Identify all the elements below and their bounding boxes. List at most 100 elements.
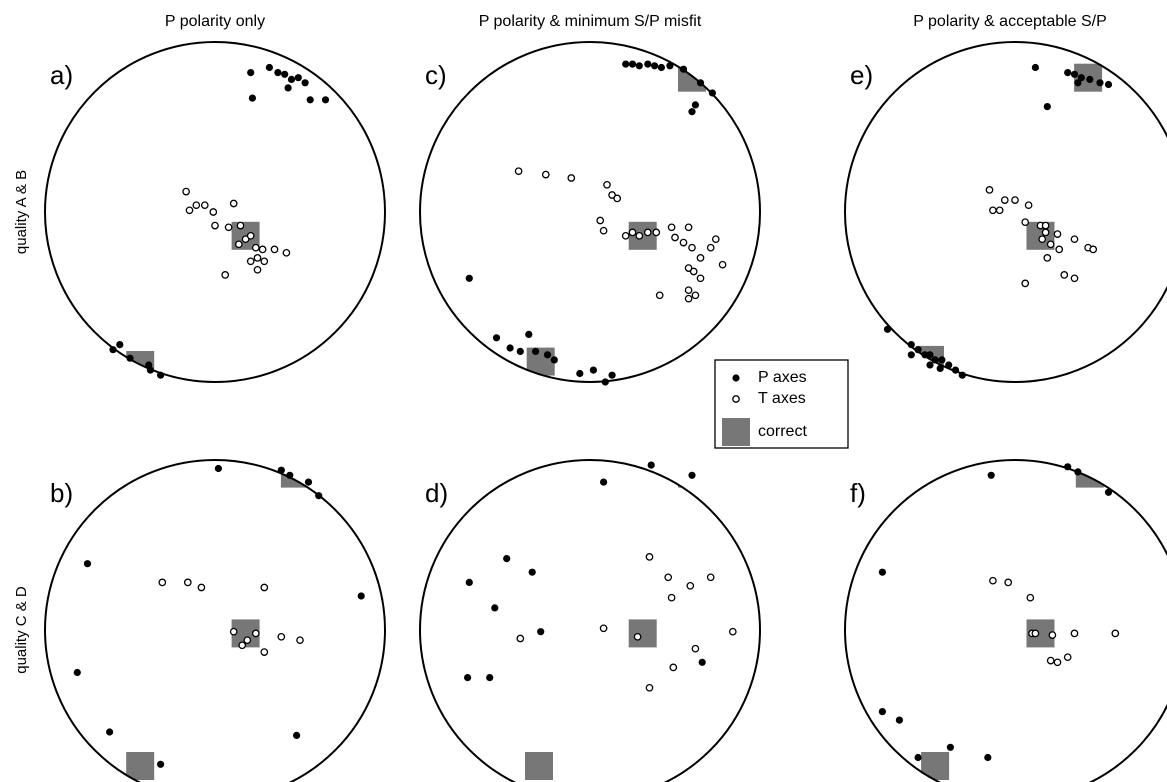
- p-axis-point: [357, 592, 365, 600]
- t-axis-point: [608, 191, 616, 199]
- p-axis-point: [644, 60, 652, 68]
- column-title: P polarity & acceptable S/P: [913, 13, 1107, 30]
- p-axis-point: [106, 728, 114, 736]
- p-axis-point: [666, 62, 674, 70]
- t-axis-point: [684, 286, 693, 295]
- t-axis-point: [1048, 631, 1057, 639]
- p-axis-point: [321, 96, 330, 104]
- t-axis-point: [185, 206, 194, 215]
- t-axis-point: [229, 199, 238, 208]
- stereonet-circle: [419, 41, 761, 383]
- p-axis-point: [315, 492, 323, 500]
- p-axis-point: [698, 658, 706, 666]
- t-axis-point: [260, 583, 269, 592]
- t-axis-point: [1021, 279, 1030, 288]
- t-axis-point: [1089, 245, 1098, 254]
- t-axis-point: [567, 174, 576, 182]
- p-axis-point: [465, 274, 473, 282]
- t-axis-point: [628, 228, 637, 237]
- p-axis-point: [1086, 75, 1094, 83]
- t-axis-point: [277, 632, 286, 641]
- stereonet-circle: [419, 459, 761, 782]
- t-axis-point: [985, 186, 994, 194]
- panel-label: e): [850, 60, 873, 90]
- t-axis-point: [1070, 629, 1079, 638]
- p-axis-point: [1074, 468, 1082, 476]
- t-axis-point: [1055, 245, 1064, 254]
- p-axis-point: [248, 94, 256, 102]
- t-axis-point: [243, 636, 252, 645]
- t-axis-point: [296, 636, 304, 645]
- row-label: quality C & D: [13, 586, 30, 674]
- t-axis-point: [1021, 218, 1030, 227]
- p-axis-point: [647, 461, 655, 469]
- p-axis-point: [157, 371, 165, 379]
- p-axis-point: [938, 356, 946, 364]
- t-axis-point: [1053, 230, 1062, 238]
- t-axis-point: [282, 248, 291, 257]
- t-axis-point: [253, 254, 262, 262]
- t-axis-point: [197, 583, 206, 592]
- t-axis-point: [711, 235, 720, 244]
- p-axis-point: [1064, 69, 1072, 77]
- p-axis-point: [550, 356, 558, 364]
- p-axis-point: [116, 341, 124, 349]
- p-axis-point: [945, 361, 953, 369]
- p-axis-point: [708, 89, 717, 97]
- t-axis-point: [1111, 629, 1120, 638]
- p-axis-point: [492, 334, 501, 342]
- t-axis-point: [182, 187, 190, 196]
- p-axis-point: [696, 79, 705, 87]
- t-axis-point: [1053, 658, 1062, 667]
- p-axis-point: [651, 62, 659, 70]
- t-axis-point: [643, 228, 652, 237]
- t-axis-point: [718, 260, 727, 269]
- legend-label: correct: [758, 423, 807, 440]
- p-axis-point: [883, 325, 892, 333]
- panel: f): [844, 459, 1167, 782]
- t-axis-point: [1041, 228, 1050, 237]
- correct-square: [921, 752, 950, 780]
- t-axis-point: [667, 223, 676, 232]
- legend-p-symbol: [732, 374, 740, 382]
- p-axis-point: [1070, 70, 1079, 78]
- legend-label: T axes: [758, 390, 806, 407]
- p-axis-point: [506, 344, 514, 352]
- t-axis-point: [686, 581, 695, 590]
- p-axis-point: [157, 760, 165, 768]
- p-axis-point: [984, 753, 992, 762]
- p-axis-point: [635, 62, 643, 70]
- p-axis-point: [304, 478, 313, 486]
- p-axis-point: [914, 753, 922, 762]
- t-axis-point: [1063, 653, 1072, 662]
- column-title: P polarity only: [165, 13, 265, 30]
- correct-group: [526, 63, 706, 376]
- t-axis-point: [1041, 221, 1050, 230]
- t-axis-point: [238, 641, 247, 650]
- t-axis-point: [989, 206, 997, 215]
- t-axis-point: [1031, 629, 1040, 638]
- p-axis-point: [126, 354, 134, 362]
- p-axis-point: [281, 70, 289, 78]
- t-axis-point: [1011, 196, 1019, 204]
- t-axis-point: [260, 257, 269, 266]
- p-axis-point: [921, 351, 929, 359]
- panel-label: a): [50, 60, 73, 90]
- p-axis-point: [528, 568, 536, 576]
- p-axis-point: [1043, 103, 1051, 111]
- t-axis-point: [224, 223, 233, 232]
- p-axis-point: [286, 471, 294, 479]
- p-axis-point: [878, 568, 887, 576]
- panel-label: c): [425, 60, 447, 90]
- panel-label: b): [50, 478, 73, 508]
- p-axis-point: [1064, 463, 1072, 471]
- p-axis-point: [951, 366, 960, 374]
- correct-square: [628, 619, 657, 648]
- t-axis-point: [989, 576, 997, 585]
- p-axis-point: [516, 347, 524, 355]
- t-axis-point: [260, 648, 269, 656]
- t-axis-point: [1043, 254, 1052, 262]
- t-axis-point: [1038, 235, 1047, 244]
